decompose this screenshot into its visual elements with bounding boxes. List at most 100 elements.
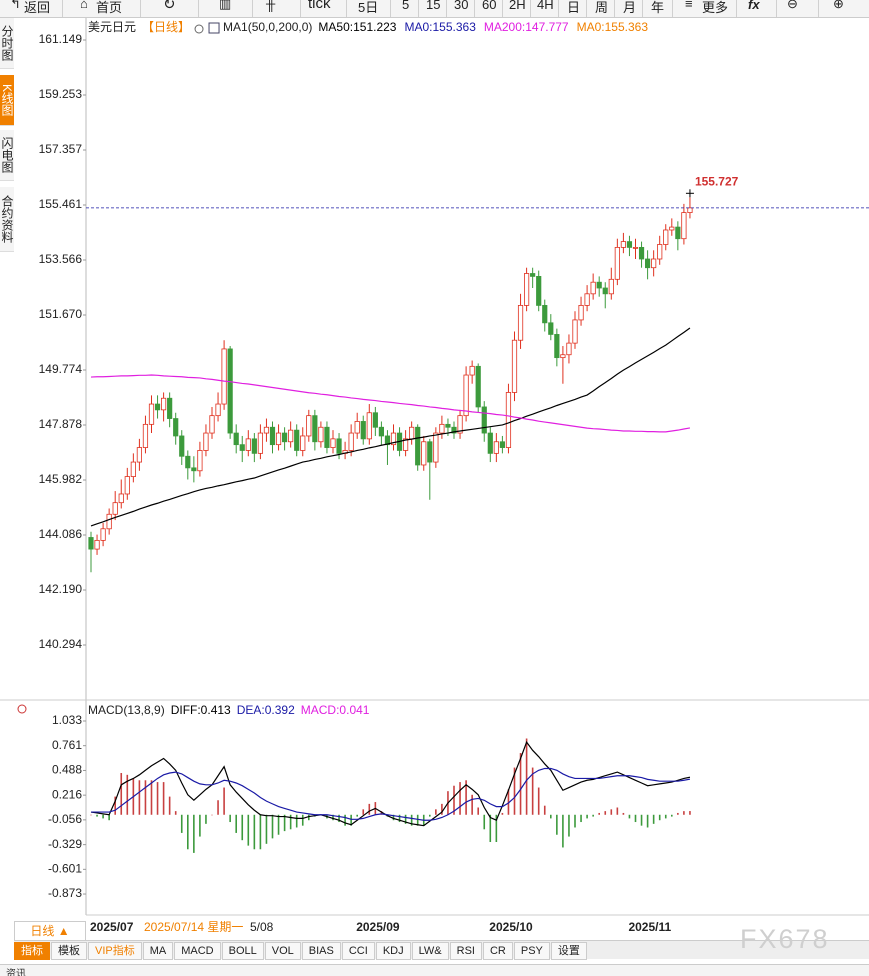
tab[interactable]: KDJ xyxy=(375,942,411,960)
tab[interactable]: PSY xyxy=(513,942,550,960)
refresh-icon[interactable]: ↻ xyxy=(163,0,176,13)
side-tab[interactable]: 合约资料 xyxy=(0,187,14,252)
macd-bar xyxy=(658,814,661,821)
legend-item: MA0:155.363 xyxy=(577,20,649,34)
side-tab[interactable]: K线图 xyxy=(0,75,14,126)
tab[interactable]: 模板 xyxy=(51,942,87,960)
macd-bar xyxy=(646,814,649,828)
candle-body xyxy=(517,305,524,341)
candle-body xyxy=(415,426,421,466)
candle-body xyxy=(179,435,185,457)
macd-bar xyxy=(150,780,153,815)
candle-icon[interactable]: ╫ xyxy=(266,0,276,11)
y-tick-label: 149.774 xyxy=(39,362,83,376)
tab[interactable]: 设置 xyxy=(550,942,587,960)
period-dropdown[interactable]: 日线 ▲ xyxy=(14,921,86,941)
candle-body xyxy=(669,226,675,231)
toolbar: 返回 ↰ 首页 ⌂ ↻ ▥ ╫ tick 5日 5 15 30 60 2H 4H… xyxy=(0,0,869,18)
candle-body xyxy=(409,426,415,440)
macd-bar xyxy=(404,814,407,824)
chart-icon[interactable]: ▥ xyxy=(219,0,232,11)
tab[interactable]: MACD xyxy=(174,942,221,960)
legend-item: MA200:147.777 xyxy=(484,20,569,34)
period-button[interactable]: 日 xyxy=(567,0,581,15)
period-button[interactable]: 周 xyxy=(595,0,609,15)
candle-body xyxy=(402,438,409,451)
more-button[interactable]: 更多 xyxy=(702,0,729,15)
candle-body xyxy=(651,258,657,269)
candle-body xyxy=(620,241,627,248)
tick-button[interactable]: tick xyxy=(308,0,331,12)
candle-body xyxy=(378,426,385,437)
period-button[interactable]: 60 xyxy=(482,0,497,12)
series-line xyxy=(91,767,691,821)
macd-bar xyxy=(489,814,492,843)
y-tick-label: 144.086 xyxy=(39,527,83,541)
home-button[interactable]: 首页 xyxy=(96,0,123,15)
tab[interactable]: RSI xyxy=(449,942,482,960)
period-button[interactable]: 5 xyxy=(402,0,410,12)
candle-body xyxy=(227,348,233,434)
side-tab[interactable]: 闪电图 xyxy=(0,130,14,181)
macd-bar xyxy=(477,807,479,815)
candle-body xyxy=(318,426,324,443)
candle-body xyxy=(554,334,560,359)
macd-bar xyxy=(580,814,582,823)
period-button[interactable]: 2H xyxy=(509,0,526,12)
settings-icon[interactable] xyxy=(17,704,27,714)
tab[interactable]: MA xyxy=(142,942,174,960)
x-tick-label: 2025/10 xyxy=(489,920,533,934)
macd-bar xyxy=(265,814,268,844)
candle-body xyxy=(154,403,161,411)
macd-bar xyxy=(162,782,165,815)
y-tick-label: 161.149 xyxy=(39,32,83,46)
macd-bar xyxy=(380,811,383,815)
candle-body xyxy=(469,365,475,376)
macd-bar xyxy=(441,803,443,815)
footer-tab[interactable]: 资讯 xyxy=(6,969,26,976)
zoom-out-icon[interactable]: ⊖ xyxy=(787,0,798,11)
tab[interactable]: BOLL xyxy=(221,942,264,960)
back-button[interactable]: 返回 xyxy=(24,0,51,15)
period-button[interactable]: 15 xyxy=(426,0,441,12)
candle-body xyxy=(185,455,191,469)
period-button[interactable]: 5日 xyxy=(358,0,379,15)
tab[interactable]: BIAS xyxy=(301,942,341,960)
watermark: FX678 xyxy=(740,924,830,954)
candle-body xyxy=(493,441,499,454)
candle-body xyxy=(439,423,445,434)
macd-bar xyxy=(664,814,667,819)
candle-body xyxy=(173,418,179,437)
tab[interactable]: VIP指标 xyxy=(88,942,142,960)
tab[interactable]: 指标 xyxy=(14,942,50,960)
tab[interactable]: CCI xyxy=(341,942,375,960)
period-button[interactable]: 月 xyxy=(623,0,637,15)
candle-body xyxy=(142,423,149,448)
candle-body xyxy=(421,441,427,466)
period-button[interactable]: 4H xyxy=(537,0,554,12)
macd-bar xyxy=(229,814,231,823)
zoom-in-icon[interactable]: ⊕ xyxy=(833,0,844,11)
tab[interactable]: CR xyxy=(482,942,513,960)
tab[interactable]: LW& xyxy=(411,942,449,960)
tab[interactable]: VOL xyxy=(264,942,301,960)
formula-icon[interactable]: fx xyxy=(748,0,760,12)
period-button[interactable]: 年 xyxy=(651,0,665,15)
macd-bar xyxy=(556,814,558,835)
period-button[interactable]: 30 xyxy=(454,0,469,12)
candle-body xyxy=(427,441,433,463)
macd-bar xyxy=(398,814,401,823)
side-tab[interactable]: 分时图 xyxy=(0,18,14,69)
y-tick-label: 159.253 xyxy=(39,87,83,101)
candle-body xyxy=(657,244,663,260)
x-tick-label: 2025/09 xyxy=(356,920,400,934)
macd-bar xyxy=(193,814,195,853)
candle-body xyxy=(499,441,506,448)
candle-body xyxy=(596,281,602,289)
candle-body xyxy=(524,273,530,306)
macd-bar xyxy=(683,811,685,815)
macd-bar xyxy=(392,814,395,821)
candle-body xyxy=(675,226,681,240)
y-tick-label: -0.873 xyxy=(48,886,82,900)
